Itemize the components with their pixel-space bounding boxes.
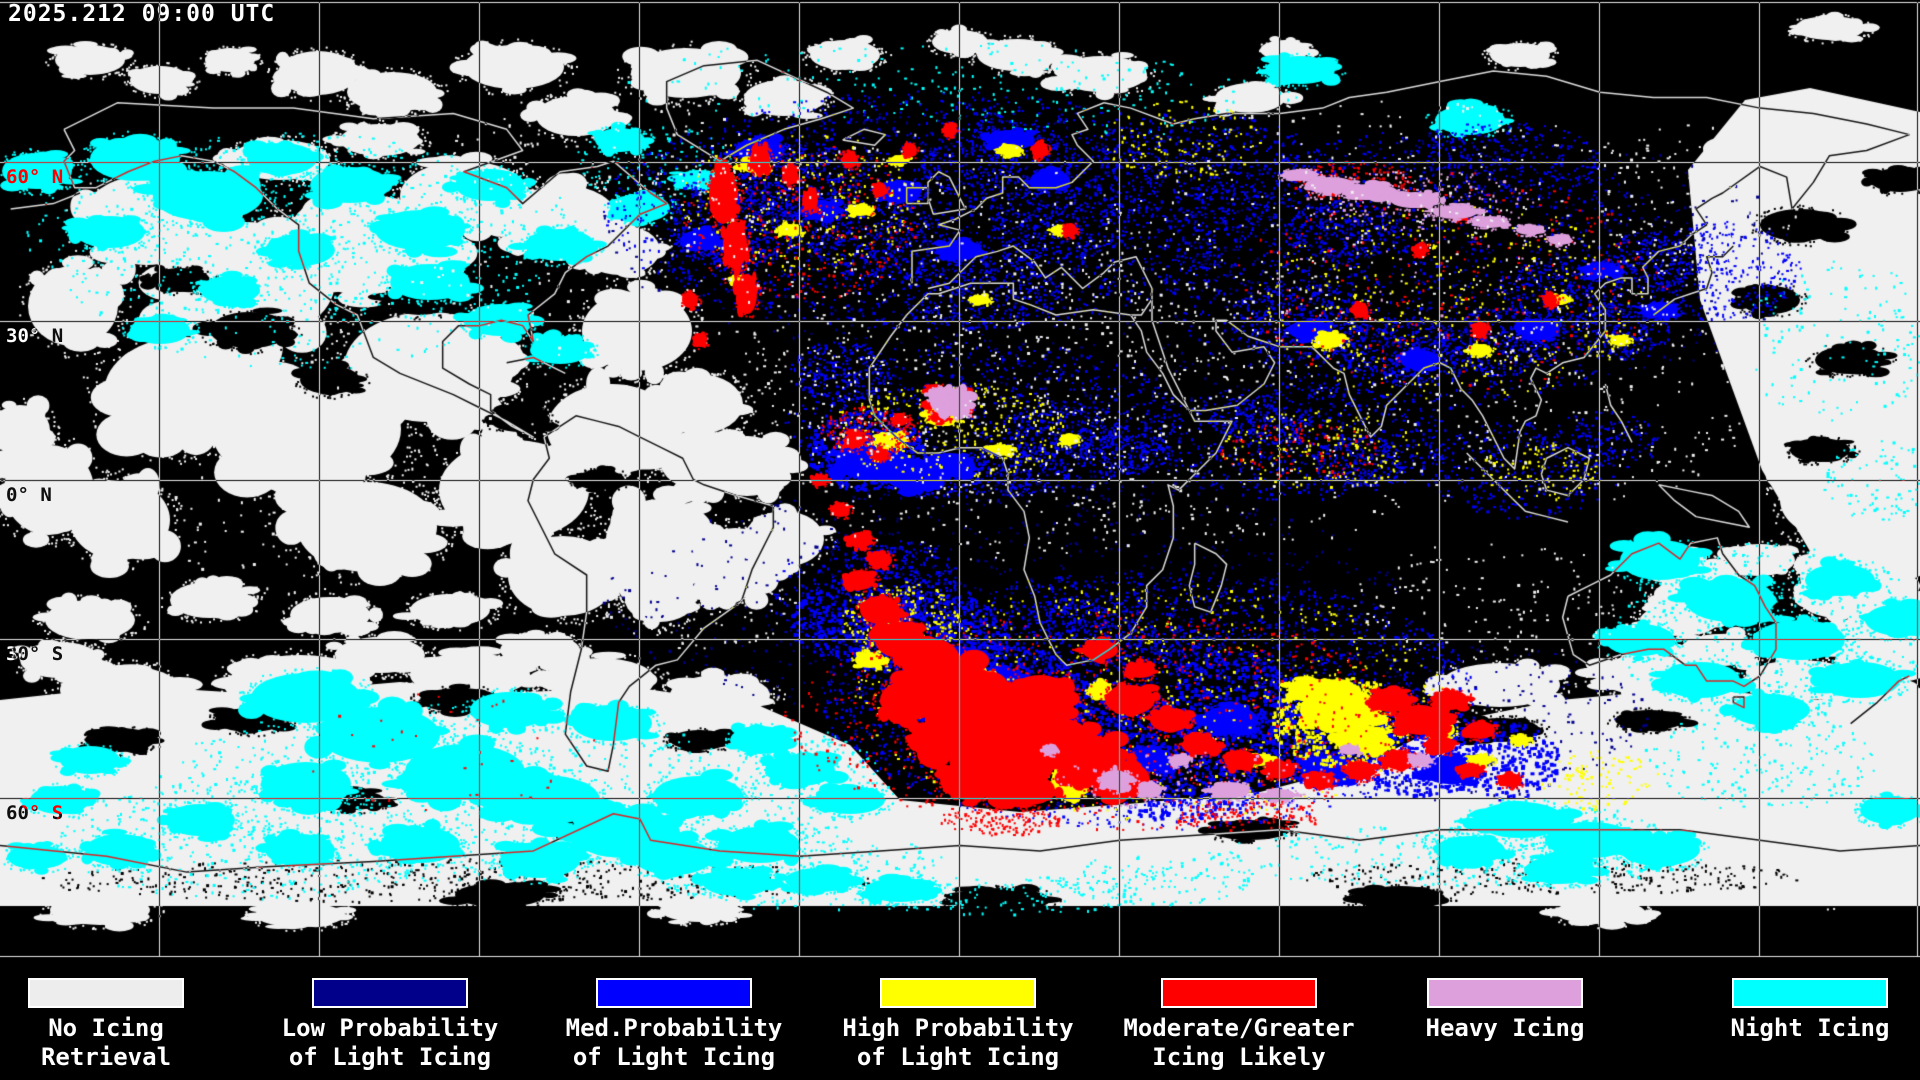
- legend-swatch-night-icing: [1732, 978, 1888, 1008]
- legend-label: No Icing Retrieval: [40, 1014, 172, 1071]
- lat-label: 60° S: [6, 802, 64, 824]
- timestamp: 2025.212 09:00 UTC: [8, 1, 276, 27]
- legend-label: Med.Probability of Light Icing: [565, 1014, 783, 1071]
- lat-label: 30° S: [6, 643, 64, 665]
- world-icing-map: [0, 0, 1920, 958]
- legend-swatch-low-prob-light-icing: [312, 978, 468, 1008]
- legend-swatch-no-icing-retrieval: [28, 978, 184, 1008]
- legend-label: High Probability of Light Icing: [842, 1014, 1074, 1071]
- legend-swatch-med-prob-light-icing: [596, 978, 752, 1008]
- map-area: 2025.212 09:00 UTC 60° N 30° N 0° N 30° S 60…: [0, 0, 1920, 958]
- legend-label: Low Probability of Light Icing: [281, 1014, 499, 1071]
- lat-label: 60° N: [6, 166, 64, 188]
- legend-label: Heavy Icing: [1425, 1014, 1585, 1042]
- legend-label: Night Icing: [1730, 1014, 1890, 1042]
- legend-swatch-high-prob-light-icing: [880, 978, 1036, 1008]
- legend-label: Moderate/Greater Icing Likely: [1123, 1014, 1355, 1071]
- lat-label: 30° N: [6, 325, 64, 347]
- lat-label: 0° N: [6, 484, 52, 506]
- legend-swatch-heavy-icing: [1427, 978, 1583, 1008]
- legend: No Icing Retrieval Low Probability of Lig…: [0, 958, 1920, 1080]
- legend-swatch-moderate-greater-icing: [1161, 978, 1317, 1008]
